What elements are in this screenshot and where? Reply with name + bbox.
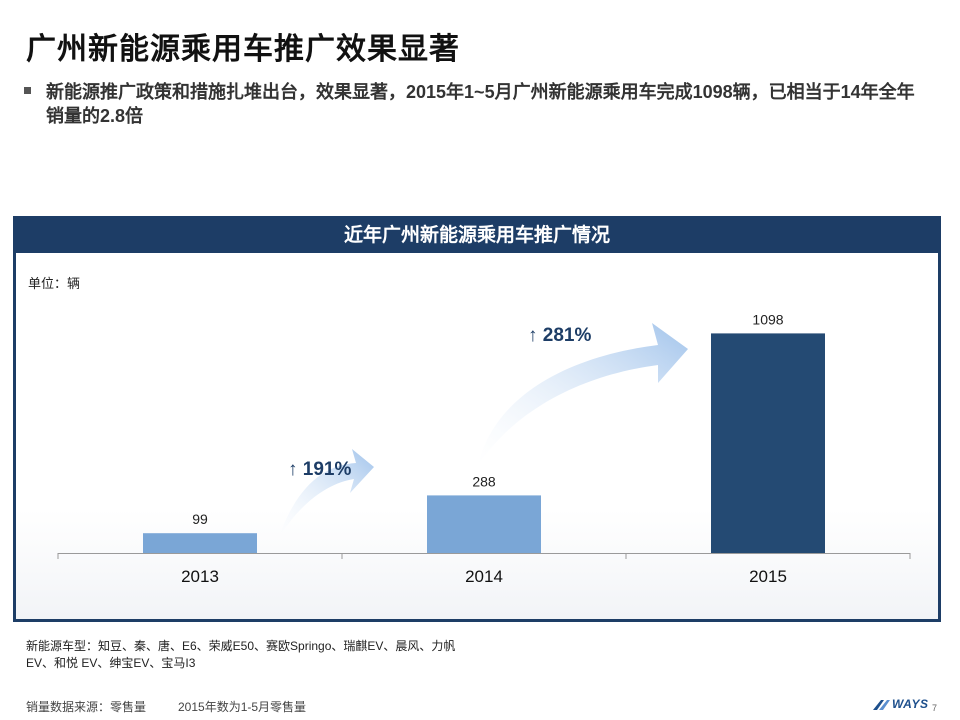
growth-arrows	[278, 323, 688, 539]
x-tick-label-2015: 2015	[749, 567, 787, 586]
bullet-text: 新能源推广政策和措施扎堆出台，效果显著，2015年1~5月广州新能源乘用车完成1…	[46, 82, 915, 126]
x-tick-label-2014: 2014	[465, 567, 503, 586]
bar-2015	[711, 333, 825, 553]
growth-arrow-icon-2	[478, 323, 688, 465]
x-tick-label-2013: 2013	[181, 567, 219, 586]
logo-swoosh-icon	[873, 700, 890, 710]
chart-area: 单位：辆 99 2013 288 2014 1098 2015 ↑ 191% ↑ 281%	[16, 253, 938, 619]
bullet-square-icon	[24, 87, 31, 94]
panel-title: 近年广州新能源乘用车推广情况	[16, 219, 938, 253]
bars	[143, 333, 825, 553]
logo-text: WAYS	[892, 697, 929, 711]
growth-arrow-icon-1	[278, 449, 374, 539]
data-label-2014: 288	[472, 473, 496, 489]
data-source-note: 2015年数为1-5月零售量	[178, 700, 307, 714]
bar-chart: 99 2013 288 2014 1098 2015 ↑ 191% ↑ 281%	[57, 311, 911, 586]
bar-2013	[143, 533, 257, 553]
chart-panel: 近年广州新能源乘用车推广情况 单位：辆 99 2013 288 2014 1098 201…	[13, 216, 941, 622]
growth-label-1: ↑ 191%	[288, 459, 351, 480]
x-axis	[57, 553, 911, 559]
page-number: 7	[932, 703, 938, 713]
labels: 99 2013 288 2014 1098 2015 ↑ 191% ↑ 281%	[181, 311, 787, 586]
data-label-2015: 1098	[752, 311, 783, 327]
ways-logo: WAYS	[872, 696, 932, 714]
slide-title: 广州新能源乘用车推广效果显著	[26, 33, 460, 66]
data-label-2013: 99	[192, 511, 208, 527]
growth-label-2: ↑ 281%	[528, 325, 591, 346]
bar-2014	[427, 495, 541, 553]
unit-label: 单位：辆	[28, 276, 81, 291]
data-source: 销量数据来源：零售量	[26, 700, 147, 714]
vehicle-models-note: 新能源车型：知豆、秦、唐、E6、荣威E50、赛欧Springo、瑞麒EV、晨风、…	[26, 639, 456, 670]
